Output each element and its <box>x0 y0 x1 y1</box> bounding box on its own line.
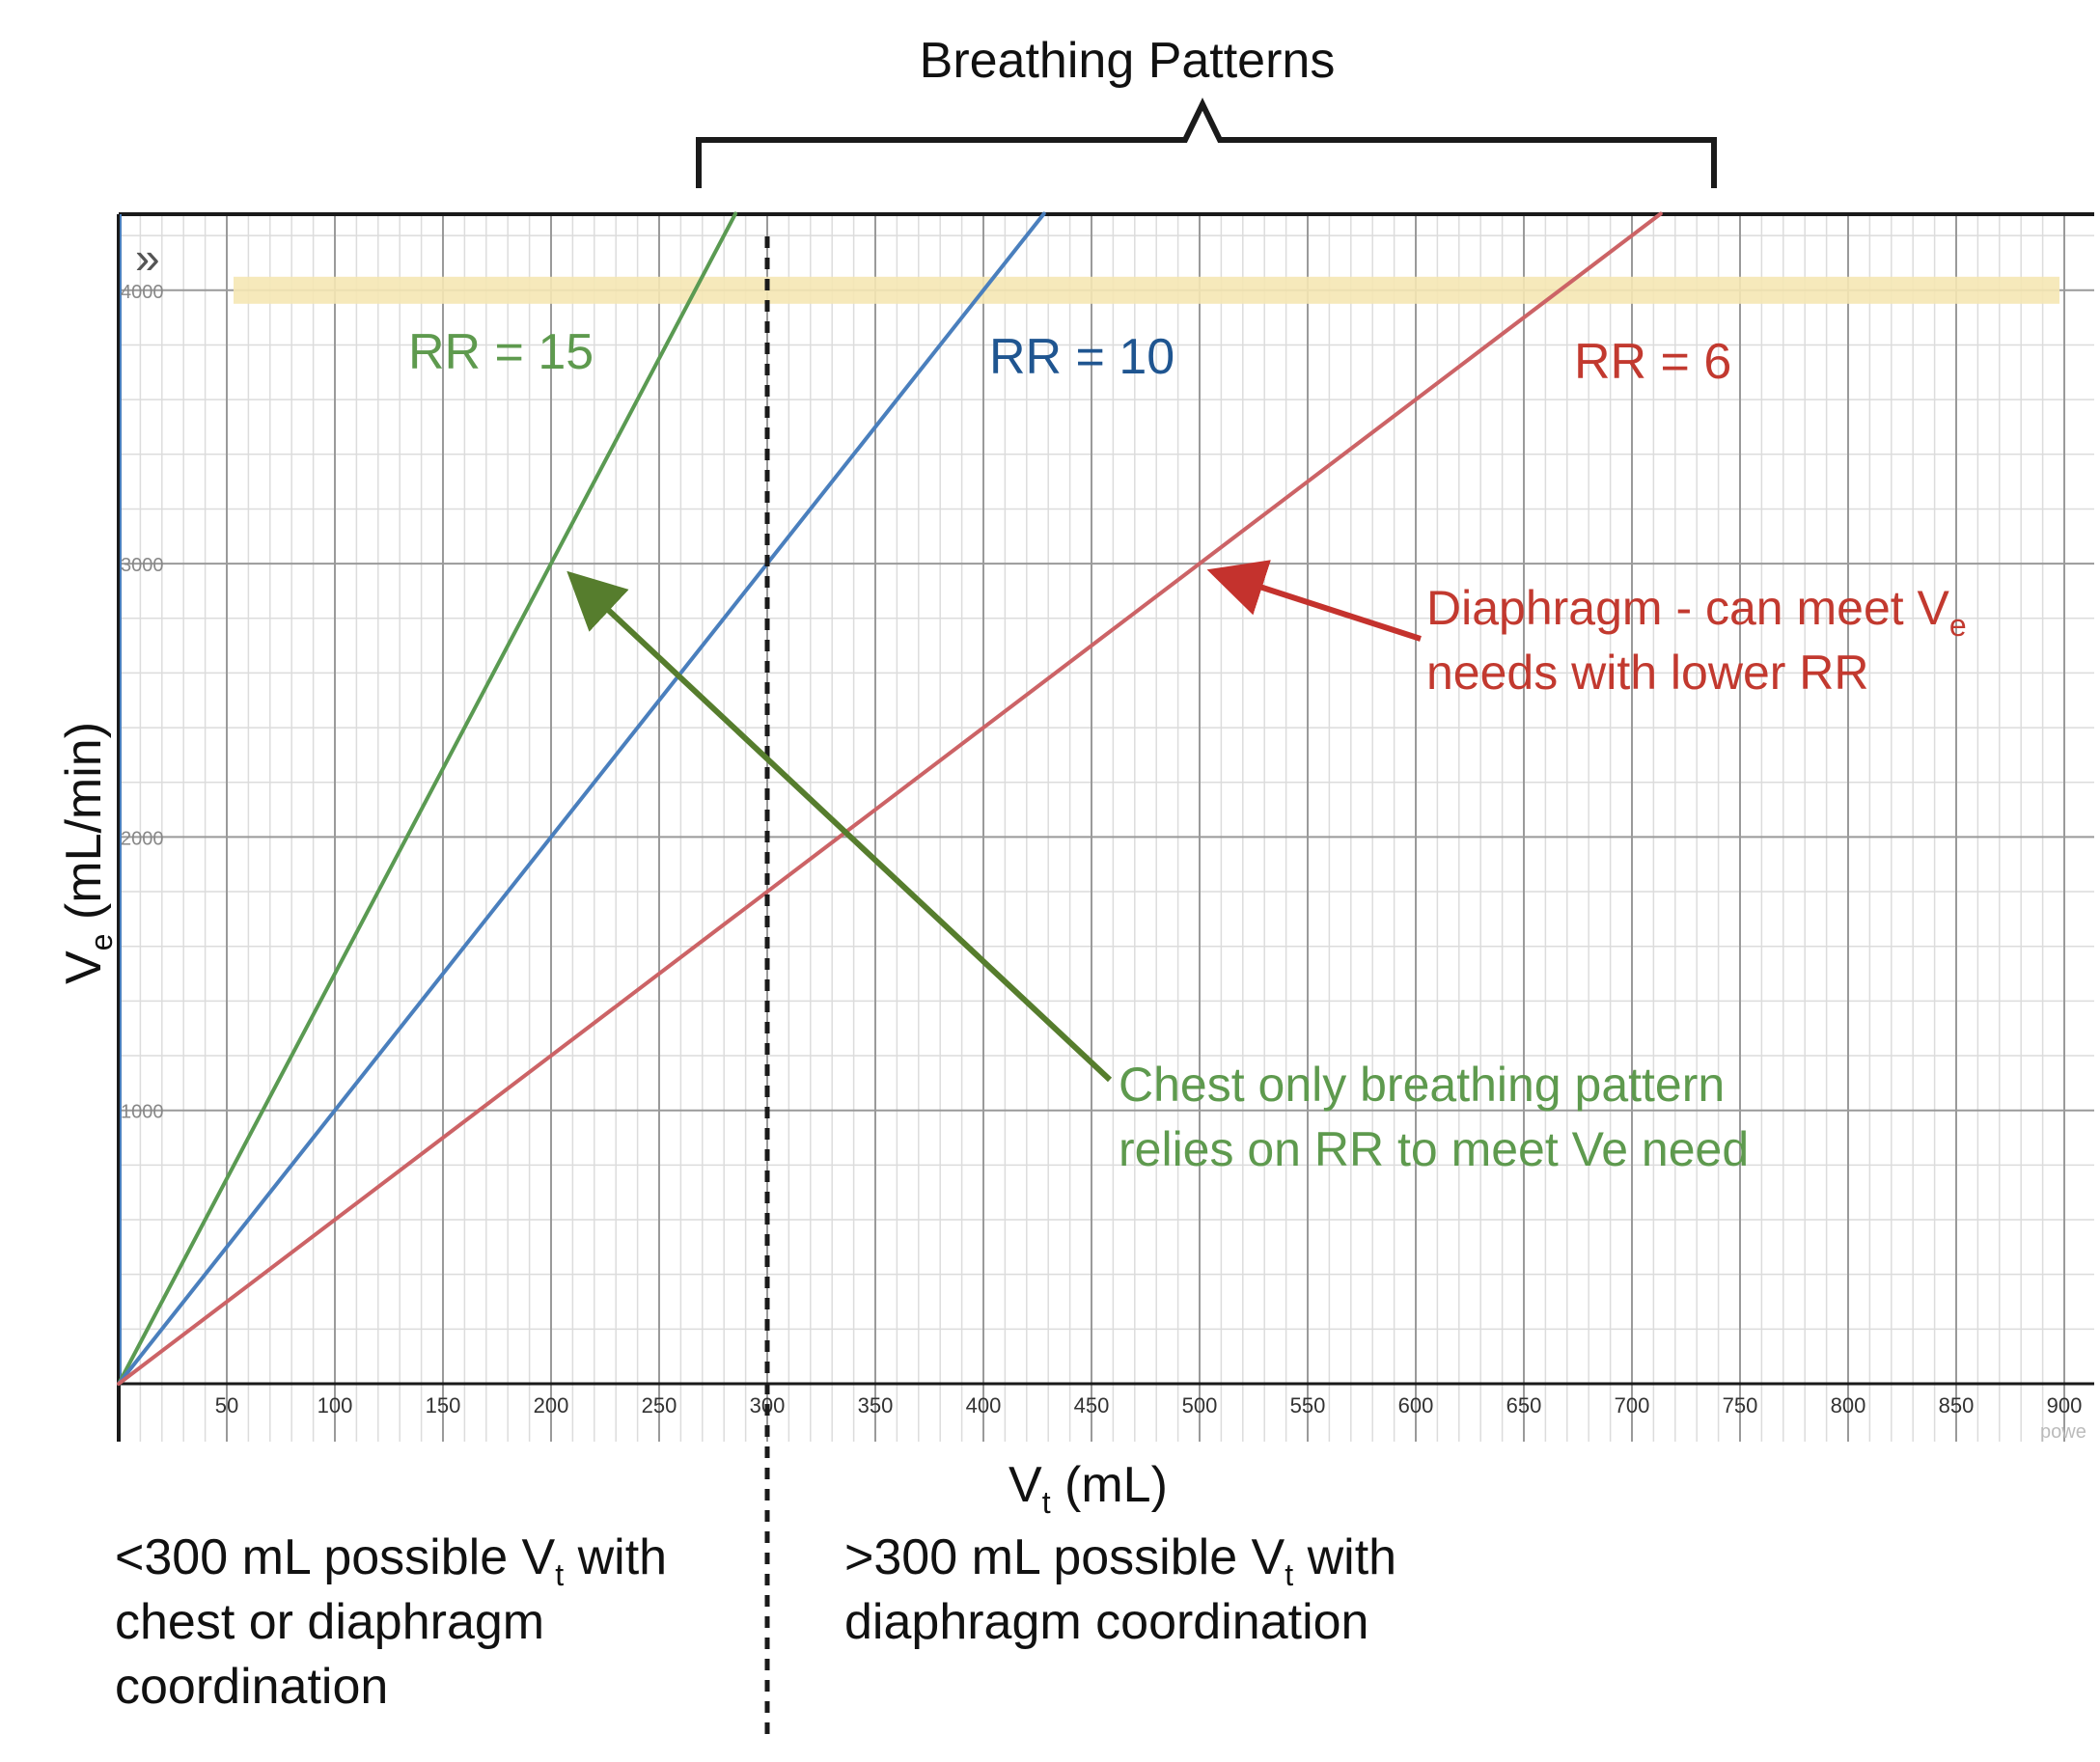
x-tick-label: 100 <box>318 1393 353 1418</box>
series-label-rr6: RR = 6 <box>1574 334 1731 390</box>
diaphragm-annotation-line1: Diaphragm - can meet Ve <box>1426 581 1967 643</box>
x-tick-label: 800 <box>1831 1393 1866 1418</box>
watermark: powe <box>2040 1421 2086 1443</box>
x-tick-label: 750 <box>1723 1393 1758 1418</box>
diaphragm-arrow <box>1206 560 1422 642</box>
double-chevron-right-icon[interactable]: » <box>135 233 160 283</box>
y-tick-label: 3000 <box>121 555 164 576</box>
x-tick-label: 200 <box>534 1393 569 1418</box>
x-tick-label: 500 <box>1182 1393 1218 1418</box>
x-tick-label: 450 <box>1074 1393 1110 1418</box>
chest-arrow <box>566 570 1113 1083</box>
x-tick-label: 50 <box>215 1393 238 1418</box>
footer-left-line1: <300 mL possible Vt with <box>115 1529 667 1592</box>
x-tick-label: 550 <box>1290 1393 1326 1418</box>
x-axis-label: Vt (mL) <box>1009 1457 1168 1520</box>
footer-right-line2: diaphragm coordination <box>844 1594 1368 1650</box>
y-tick-label: 1000 <box>121 1102 164 1123</box>
y-tick-label: 2000 <box>121 828 164 849</box>
axes <box>117 212 2094 1442</box>
footer-left-line3: coordination <box>115 1659 388 1715</box>
x-tick-label: 650 <box>1506 1393 1542 1418</box>
series-label-rr15: RR = 15 <box>408 324 594 380</box>
chest-annotation-line2: relies on RR to meet Ve need <box>1119 1122 1749 1176</box>
series-line-rr15 <box>117 211 738 1386</box>
footer-right-line1: >300 mL possible Vt with <box>844 1529 1396 1592</box>
x-tick-label: 400 <box>966 1393 1002 1418</box>
series-line-rr6 <box>117 211 1663 1386</box>
ve-target-highlight <box>234 276 2059 304</box>
series-lines <box>117 211 1663 1386</box>
x-tick-label: 600 <box>1398 1393 1434 1418</box>
x-tick-label: 150 <box>426 1393 461 1418</box>
x-tick-label: 250 <box>642 1393 677 1418</box>
footer-left-line2: chest or diaphragm <box>115 1594 544 1650</box>
y-tick-label: 4000 <box>121 282 164 303</box>
series-line-rr10 <box>117 211 1046 1386</box>
major-grid <box>119 214 2094 1442</box>
y-axis-label: Ve (mL/min) <box>56 722 119 984</box>
tick-labels: 5010015020025030035040045050055060065070… <box>121 282 2082 1418</box>
x-tick-label: 850 <box>1939 1393 1975 1418</box>
x-tick-label: 350 <box>858 1393 894 1418</box>
minor-grid <box>119 214 2094 1442</box>
chest-annotation-line1: Chest only breathing pattern <box>1119 1058 1725 1112</box>
x-tick-label: 900 <box>2047 1393 2083 1418</box>
chart-title: Breathing Patterns <box>920 33 1336 89</box>
highlight-band <box>234 276 2059 304</box>
breathing-patterns-bracket <box>696 97 1717 188</box>
diaphragm-annotation-line2: needs with lower RR <box>1426 646 1869 700</box>
x-tick-label: 700 <box>1615 1393 1650 1418</box>
series-label-rr10: RR = 10 <box>989 329 1174 385</box>
